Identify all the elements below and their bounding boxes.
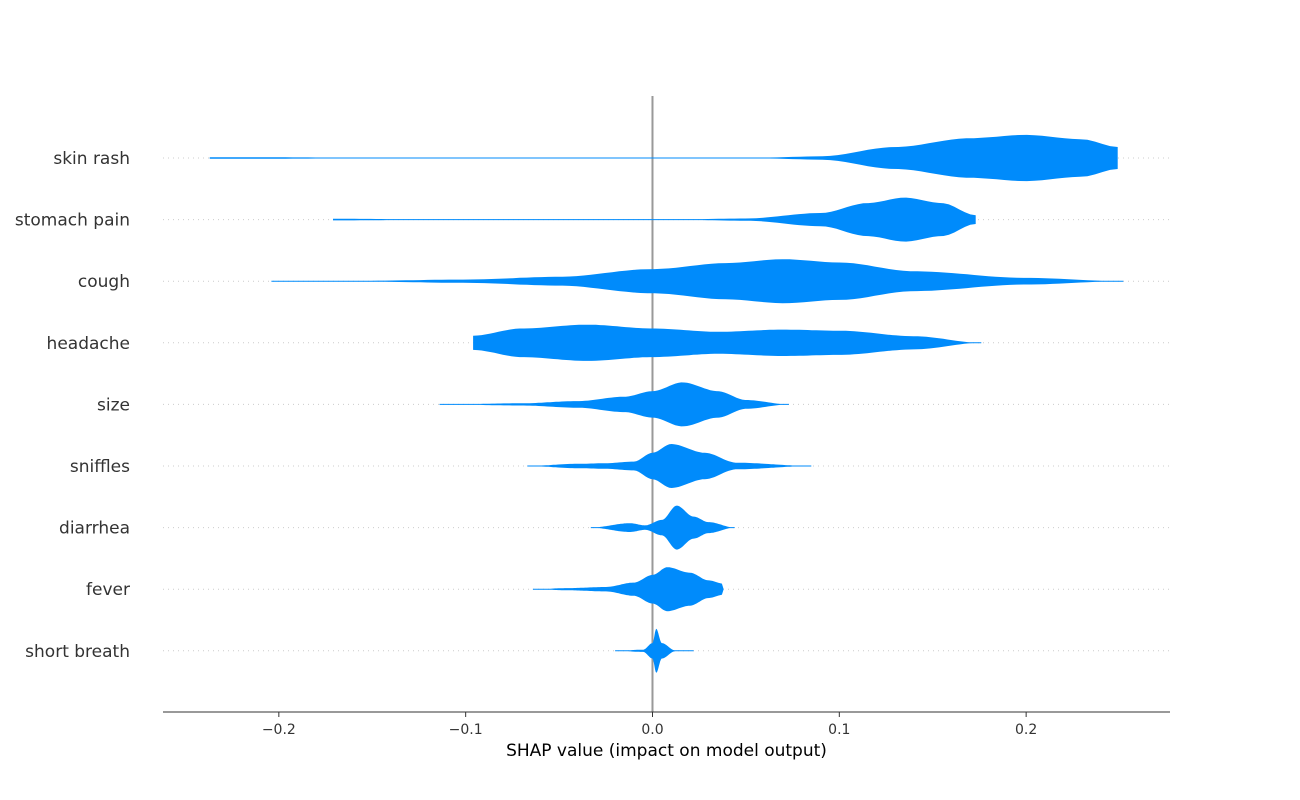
feature-label: sniffles <box>70 457 130 477</box>
feature-label: cough <box>78 272 130 292</box>
violin-skin-rash <box>209 134 1118 182</box>
feature-label: skin rash <box>53 149 130 169</box>
x-tick-label: −0.1 <box>449 722 483 738</box>
feature-label: size <box>97 395 130 415</box>
x-axis-ticks: −0.2 −0.1 0.0 0.1 0.2 <box>262 712 1037 738</box>
feature-label: fever <box>86 580 130 600</box>
feature-label: stomach pain <box>15 211 130 231</box>
x-axis-label: SHAP value (impact on model output) <box>506 741 827 761</box>
violin-fever <box>532 567 724 612</box>
violin-short-breath <box>615 628 694 673</box>
x-tick-label: −0.2 <box>262 722 296 738</box>
violin-size <box>439 382 789 427</box>
violin-headache <box>473 324 982 361</box>
violin-sniffles <box>527 444 812 488</box>
violin-diarrhea <box>590 505 735 550</box>
feature-label: diarrhea <box>59 519 130 539</box>
x-tick-label: 0.2 <box>1015 722 1037 738</box>
x-tick-label: 0.0 <box>641 722 663 738</box>
violin-group <box>209 134 1124 673</box>
violin-cough <box>271 259 1124 304</box>
x-tick-label: 0.1 <box>828 722 850 738</box>
feature-label: short breath <box>25 642 130 662</box>
violin-stomach-pain <box>333 197 976 242</box>
feature-label: headache <box>47 334 130 354</box>
feature-labels: skin rash stomach pain cough headache size sn… <box>15 149 130 662</box>
